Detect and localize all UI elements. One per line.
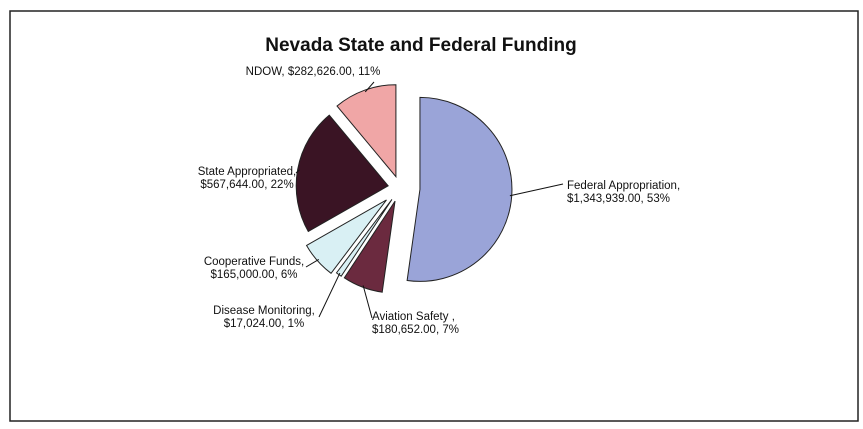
data-label-aviation-safety-line-1: Aviation Safety , [372, 311, 455, 323]
pie-slice-federal-appropriation [406, 96, 513, 282]
data-label-federal-appropriation-line-2: $1,343,939.00, 53% [567, 193, 670, 205]
data-label-disease-monitoring-line-2: $17,024.00, 1% [224, 318, 305, 330]
data-labels-layer: Federal Appropriation,$1,343,939.00, 53%… [198, 66, 680, 336]
data-label-federal-appropriation-line-1: Federal Appropriation, [567, 180, 680, 192]
chart-title: Nevada State and Federal Funding [265, 35, 576, 56]
pie-slice-ndow [336, 84, 397, 179]
leader-line-aviation-safety [362, 285, 373, 319]
data-label-ndow-line-1: NDOW, $282,626.00, 11% [246, 66, 381, 78]
slices-layer [295, 84, 513, 293]
data-label-disease-monitoring-line-1: Disease Monitoring, [213, 305, 315, 317]
data-label-cooperative-funds-line-1: Cooperative Funds, [204, 256, 304, 268]
leader-line-state-appropriated [295, 169, 300, 174]
data-label-cooperative-funds-line-2: $165,000.00, 6% [211, 269, 298, 281]
pie-slice-aviation-safety [343, 200, 396, 293]
data-label-aviation-safety-line-2: $180,652.00, 7% [372, 324, 459, 336]
pie-slice-state-appropriated [295, 114, 389, 233]
leader-line-disease-monitoring [318, 272, 341, 318]
leader-line-federal-appropriation [509, 183, 564, 197]
leader-lines-layer [295, 81, 564, 319]
data-label-state-appropriated-line-2: $567,644.00, 22% [200, 179, 293, 191]
leader-line-ndow [364, 81, 375, 93]
leader-line-cooperative-funds [305, 258, 320, 268]
data-label-state-appropriated-line-1: State Appropriated, [198, 166, 296, 178]
